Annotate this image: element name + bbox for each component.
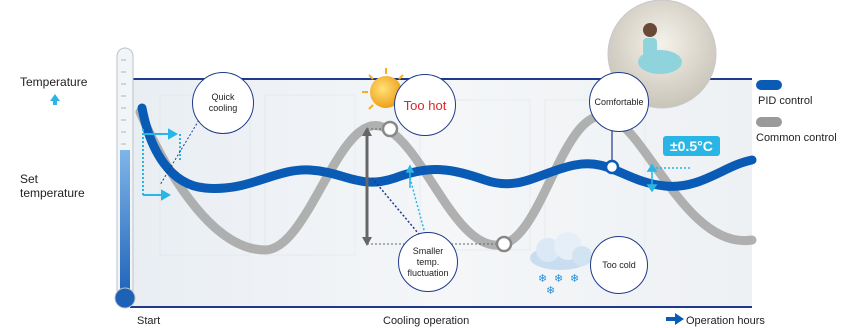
temperature-axis-label: Temperature [20, 75, 88, 89]
legend-pid-label: PID control [758, 95, 813, 107]
too-cold-bubble: Too cold [590, 236, 648, 294]
quick-cooling-arrows [142, 128, 181, 201]
smaller-line3: fluctuation [407, 267, 449, 278]
tolerance-badge: ±0.5°C [663, 136, 720, 156]
x-cooling-operation-label: Cooling operation [383, 315, 470, 327]
snow-cloud-icon: ❄ ❄ ❄ ❄ [530, 232, 592, 297]
arrow-right-icon [666, 313, 684, 325]
tolerance-arrows [646, 163, 690, 193]
thermometer-icon [114, 47, 136, 309]
svg-text:❄: ❄ [538, 272, 547, 285]
x-operation-hours-label: Operation hours [686, 315, 765, 327]
smaller-fluctuation-bubble: Smaller temp. fluctuation [398, 232, 458, 292]
comfortable-point [604, 159, 620, 175]
svg-text:❄: ❄ [554, 272, 563, 285]
quick-cooling-pointer [159, 109, 206, 186]
svg-text:❄: ❄ [546, 284, 555, 297]
set-temperature-label: Set temperature [20, 172, 85, 200]
quick-cooling-bubble: Quick cooling [192, 72, 254, 134]
legend-common-label: Common control [756, 132, 837, 144]
set-temperature-label-line1: Set [20, 172, 39, 186]
quick-cooling-line2: cooling [208, 103, 238, 113]
too-hot-bubble: Too hot [394, 74, 456, 136]
x-start-label: Start [137, 315, 161, 327]
svg-text:❄: ❄ [570, 272, 579, 285]
comfortable-text: Comfortable [594, 96, 644, 107]
too-cold-text: Too cold [602, 259, 636, 270]
common-fluctuation-marker [362, 120, 513, 253]
pid-control-curve [137, 103, 757, 193]
legend-pid-swatch [756, 80, 782, 90]
set-temperature-label-line2: temperature [20, 186, 85, 200]
smaller-line1: Smaller [412, 245, 444, 256]
smaller-line2: temp. [416, 256, 440, 267]
comfortable-bubble: Comfortable [589, 72, 649, 132]
arrow-up-icon [50, 94, 60, 105]
legend-common-swatch [756, 117, 782, 127]
too-hot-text: Too hot [403, 97, 447, 113]
quick-cooling-line1: Quick [211, 92, 235, 102]
